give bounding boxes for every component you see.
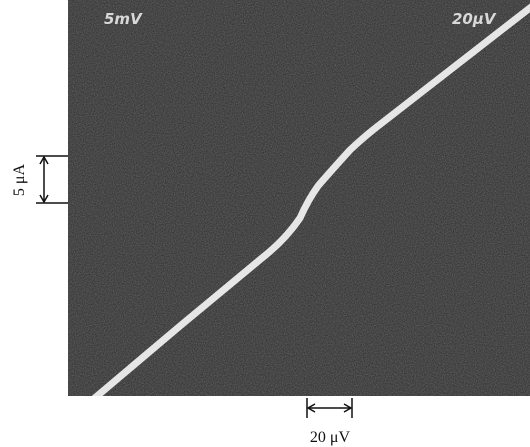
vertical-scale-label: 5 μA: [11, 163, 28, 196]
vertical-scale-bar: [36, 156, 68, 203]
figure: 5mV 20μV 5 μA 20 μV: [0, 0, 530, 447]
horizontal-scale-bar: [307, 398, 352, 418]
screen-label: 20μV: [452, 10, 497, 28]
screen-label: 5mV: [104, 10, 143, 28]
horizontal-scale-label: 20 μV: [310, 429, 351, 446]
oscilloscope-screen: 5mV 20μV: [68, 0, 530, 402]
